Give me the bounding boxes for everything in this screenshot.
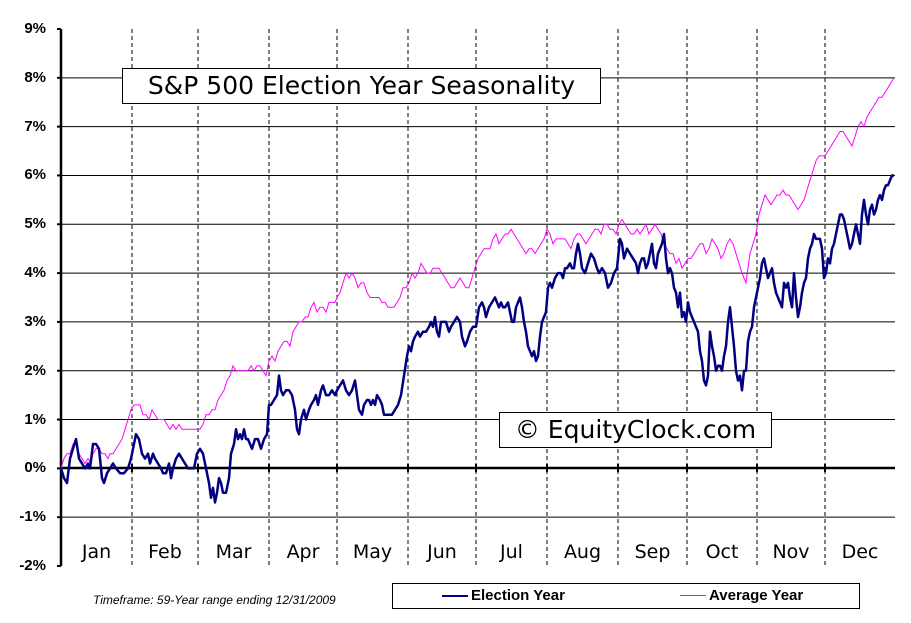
average-year-line-swatch-icon [680,595,706,596]
y-tick-label: -1% [19,508,46,526]
y-tick-label: 4% [24,264,46,282]
election-year-series-line [59,174,894,504]
chart-legend: Election Year Average Year [392,583,860,609]
month-label-dec: Dec [841,541,879,563]
chart-title: S&P 500 Election Year Seasonality [122,68,601,104]
y-tick-label: 3% [24,312,46,330]
watermark-label: © EquityClock.com [499,412,772,448]
month-label-sep: Sep [634,541,671,563]
y-tick-label: 6% [24,166,46,184]
month-label-apr: Apr [286,541,320,563]
month-label-jul: Jul [500,541,523,563]
average-year-series-line [60,77,895,469]
election-year-line-swatch-icon [442,594,468,597]
month-label-jun: Jun [427,541,457,563]
month-label-nov: Nov [772,541,810,563]
y-tick-label: 9% [24,20,46,37]
y-tick-label: 1% [24,410,46,428]
month-label-may: May [352,541,393,563]
horizontal-gridlines [61,77,895,518]
legend-item-election-year: Election Year [442,587,565,604]
legend-item-average-year: Average Year [680,587,803,604]
y-tick-label: 2% [24,361,46,379]
timeframe-footnote: Timeframe: 59-Year range ending 12/31/20… [93,593,336,607]
legend-label-average-year: Average Year [709,587,804,604]
month-label-jan: Jan [81,541,112,563]
month-label-feb: Feb [148,541,182,563]
month-label-mar: Mar [215,541,252,563]
month-label-oct: Oct [705,541,739,563]
y-tick-label: -2% [19,557,46,574]
y-tick-label: 8% [24,68,46,86]
y-tick-label: 0% [24,459,46,477]
month-divider-lines [131,29,826,566]
y-axis-ticks [57,28,61,567]
y-tick-label: 7% [24,117,46,135]
y-tick-label: 5% [24,215,46,233]
month-label-aug: Aug [563,541,602,563]
legend-label-election-year: Election Year [471,587,565,604]
